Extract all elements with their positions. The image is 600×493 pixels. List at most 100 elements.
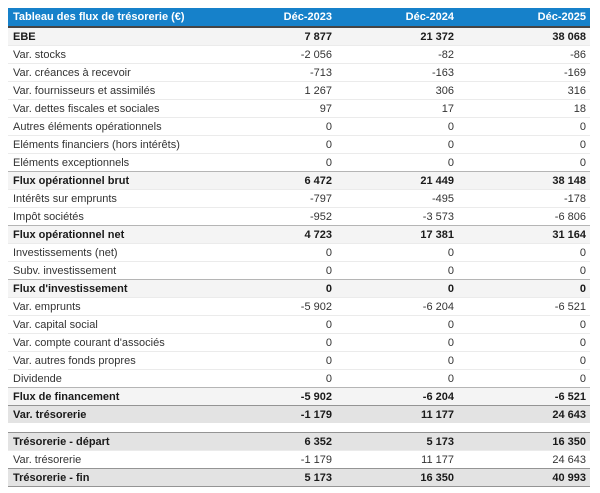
table-header-row: Tableau des flux de trésorerie (€) Déc-2… xyxy=(8,8,590,28)
row-value: -952 xyxy=(224,207,336,226)
row-label: Dividende xyxy=(8,369,224,388)
column-header-dec-2023: Déc-2023 xyxy=(224,8,336,28)
row-value: 0 xyxy=(224,315,336,334)
table-row: Var. compte courant d'associés 0 0 0 xyxy=(8,333,590,352)
table-row: Impôt sociétés -952 -3 573 -6 806 xyxy=(8,207,590,226)
row-label: Var. compte courant d'associés xyxy=(8,333,224,352)
row-value: -3 573 xyxy=(336,207,458,226)
row-value: 0 xyxy=(458,243,590,262)
row-value: 17 381 xyxy=(336,225,458,244)
table-row: Intérêts sur emprunts -797 -495 -178 xyxy=(8,189,590,208)
row-value: -495 xyxy=(336,189,458,208)
row-value: 0 xyxy=(458,351,590,370)
row-value: 17 xyxy=(336,99,458,118)
cash-flow-table: Tableau des flux de trésorerie (€) Déc-2… xyxy=(8,8,590,487)
row-value: 4 723 xyxy=(224,225,336,244)
table-row: Var. capital social 0 0 0 xyxy=(8,315,590,334)
row-value: -1 179 xyxy=(224,450,336,469)
row-value: -169 xyxy=(458,63,590,82)
table-row: Var. fournisseurs et assimilés 1 267 306 31… xyxy=(8,81,590,100)
table-row: Investissements (net) 0 0 0 xyxy=(8,243,590,262)
row-value: 0 xyxy=(336,135,458,154)
row-value: 316 xyxy=(458,81,590,100)
row-value: 0 xyxy=(224,351,336,370)
row-label: Eléments exceptionnels xyxy=(8,153,224,172)
row-value: 24 643 xyxy=(458,450,590,469)
row-value: 11 177 xyxy=(336,450,458,469)
row-label: Var. trésorerie xyxy=(8,450,224,469)
row-value: -82 xyxy=(336,45,458,64)
row-label: Var. créances à recevoir xyxy=(8,63,224,82)
row-label: Flux de financement xyxy=(8,387,224,406)
row-label: Eléments financiers (hors intérêts) xyxy=(8,135,224,154)
row-value: 306 xyxy=(336,81,458,100)
row-value: 0 xyxy=(336,243,458,262)
table-row: Var. trésorerie -1 179 11 177 24 643 xyxy=(8,405,590,423)
row-value: -6 204 xyxy=(336,297,458,316)
row-value: -163 xyxy=(336,63,458,82)
row-label: Var. stocks xyxy=(8,45,224,64)
row-value: 0 xyxy=(458,261,590,280)
row-value: 16 350 xyxy=(458,432,590,451)
table-row: Var. stocks -2 056 -82 -86 xyxy=(8,45,590,64)
row-value: 0 xyxy=(336,261,458,280)
row-value: -5 902 xyxy=(224,297,336,316)
row-value: 6 352 xyxy=(224,432,336,451)
table-row: Autres éléments opérationnels 0 0 0 xyxy=(8,117,590,136)
row-value: 16 350 xyxy=(336,468,458,487)
table-row: Var. trésorerie -1 179 11 177 24 643 xyxy=(8,450,590,469)
row-value: -1 179 xyxy=(224,405,336,423)
row-value: 38 148 xyxy=(458,171,590,190)
table-row: Flux d'investissement 0 0 0 xyxy=(8,279,590,298)
table-row: Eléments financiers (hors intérêts) 0 0 0 xyxy=(8,135,590,154)
row-value: -178 xyxy=(458,189,590,208)
row-label: Var. dettes fiscales et sociales xyxy=(8,99,224,118)
row-value: 0 xyxy=(224,135,336,154)
row-value: 0 xyxy=(336,315,458,334)
row-value: -5 902 xyxy=(224,387,336,406)
spacer-row xyxy=(8,423,590,433)
row-value: 24 643 xyxy=(458,405,590,423)
row-value: -797 xyxy=(224,189,336,208)
row-value xyxy=(224,423,336,433)
row-value: 1 267 xyxy=(224,81,336,100)
table-row: Var. créances à recevoir -713 -163 -169 xyxy=(8,63,590,82)
row-label: Intérêts sur emprunts xyxy=(8,189,224,208)
row-label: Investissements (net) xyxy=(8,243,224,262)
row-value: 5 173 xyxy=(336,432,458,451)
row-value: 0 xyxy=(224,153,336,172)
row-value: 0 xyxy=(458,279,590,298)
row-value: 0 xyxy=(224,261,336,280)
table-row: Dividende 0 0 0 xyxy=(8,369,590,388)
row-value xyxy=(336,423,458,433)
row-label: Flux d'investissement xyxy=(8,279,224,298)
column-header-dec-2024: Déc-2024 xyxy=(336,8,458,28)
row-value: 0 xyxy=(224,279,336,298)
row-value: 0 xyxy=(458,369,590,388)
row-value: -6 204 xyxy=(336,387,458,406)
table-row: Eléments exceptionnels 0 0 0 xyxy=(8,153,590,172)
row-value: 0 xyxy=(224,117,336,136)
row-value: -6 521 xyxy=(458,387,590,406)
row-value: 18 xyxy=(458,99,590,118)
row-value xyxy=(458,423,590,433)
row-value: -86 xyxy=(458,45,590,64)
table-row: Var. emprunts -5 902 -6 204 -6 521 xyxy=(8,297,590,316)
row-value: 21 372 xyxy=(336,27,458,46)
table-row: Subv. investissement 0 0 0 xyxy=(8,261,590,280)
table-row: Trésorerie - fin 5 173 16 350 40 993 xyxy=(8,468,590,487)
row-value: 0 xyxy=(224,243,336,262)
row-value: 0 xyxy=(336,153,458,172)
table-row: Flux opérationnel brut 6 472 21 449 38 148 xyxy=(8,171,590,190)
row-value: 0 xyxy=(336,279,458,298)
row-value: 97 xyxy=(224,99,336,118)
row-value: 21 449 xyxy=(336,171,458,190)
row-value: 0 xyxy=(336,333,458,352)
row-value: 0 xyxy=(336,117,458,136)
row-label: Flux opérationnel net xyxy=(8,225,224,244)
row-value: 31 164 xyxy=(458,225,590,244)
table-row: Var. dettes fiscales et sociales 97 17 18 xyxy=(8,99,590,118)
table-title-cell: Tableau des flux de trésorerie (€) xyxy=(8,8,224,28)
row-value: 7 877 xyxy=(224,27,336,46)
